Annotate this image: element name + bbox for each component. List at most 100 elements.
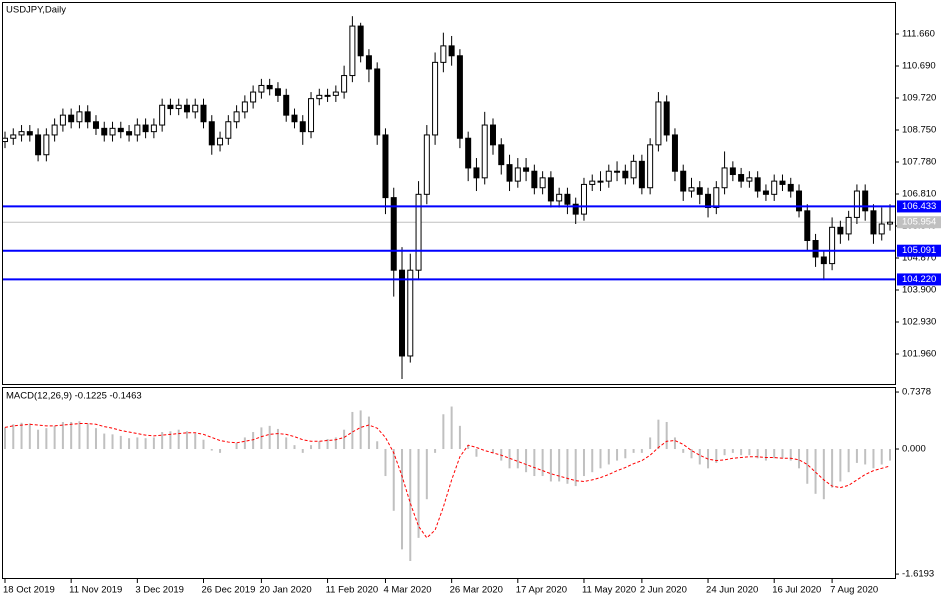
y-tick-label: -1.6193: [902, 569, 934, 580]
x-tick-label: 24 Jun 2020: [706, 585, 758, 596]
candle-body: [845, 216, 852, 235]
y-tick-label: 110.690: [902, 61, 936, 72]
y-tick-label: 109.720: [902, 93, 936, 104]
x-tick-label: 2 Jun 2020: [640, 585, 687, 596]
candle-body: [324, 94, 331, 97]
candle-body: [771, 180, 778, 195]
candle-body: [59, 114, 66, 126]
macd-signal: [4, 423, 891, 539]
candle-body: [274, 88, 281, 96]
candle-body: [208, 121, 215, 146]
candle-body: [299, 121, 306, 133]
x-tick-label: 26 Dec 2019: [202, 585, 256, 596]
candle-body: [680, 170, 687, 192]
candle-body: [523, 167, 530, 172]
candle-body: [51, 124, 58, 136]
candle-body: [829, 226, 836, 265]
candle-body: [35, 134, 42, 156]
candle-body: [473, 167, 480, 179]
candle-body: [382, 134, 389, 199]
candle-body: [142, 124, 149, 133]
current-price-label-bg: [897, 216, 941, 229]
candle-body: [622, 170, 629, 179]
candle-body: [514, 167, 521, 182]
candle-body: [762, 190, 769, 195]
candle-body: [308, 98, 315, 133]
candle-body: [688, 187, 695, 192]
x-tick-label: 18 Oct 2019: [3, 585, 55, 596]
x-tick-label: 20 Jan 2020: [259, 585, 311, 596]
candle-body: [101, 127, 108, 136]
candle-body: [159, 104, 166, 126]
candle-body: [109, 127, 116, 136]
candle-body: [200, 104, 207, 123]
candle-body: [76, 111, 83, 123]
candle-body: [92, 121, 99, 129]
level-label-bg: [897, 200, 941, 213]
candle-body: [647, 144, 654, 189]
candle-body: [167, 104, 174, 110]
candle-body: [291, 114, 298, 123]
x-tick-label: 17 Apr 2020: [516, 585, 567, 596]
candle-body: [258, 84, 265, 93]
candle-body: [796, 190, 803, 212]
candle-body: [696, 187, 703, 195]
candle-body: [150, 124, 157, 133]
candle-body: [820, 256, 827, 265]
x-tick-label: 26 Mar 2020: [450, 585, 503, 596]
x-tick-label: 7 Aug 2020: [830, 585, 878, 596]
y-tick-label: 0.000: [902, 444, 926, 455]
candle-body: [183, 104, 190, 113]
y-tick-label: 104.870: [902, 253, 936, 264]
candle-body: [357, 25, 364, 57]
candle-body: [754, 177, 761, 192]
candle-body: [498, 144, 505, 166]
y-tick-label: 102.930: [902, 317, 936, 328]
level-label: 104.220: [902, 274, 936, 285]
candle-body: [837, 226, 844, 235]
candle-body: [614, 170, 621, 173]
x-tick-label: 11 Feb 2020: [326, 585, 379, 596]
candle-body: [233, 111, 240, 123]
x-tick-label: 3 Dec 2019: [135, 585, 184, 596]
candle-body: [729, 167, 736, 176]
candle-body: [349, 25, 356, 77]
candle-body: [812, 240, 819, 258]
y-tick-label: 101.960: [902, 349, 936, 360]
candle-body: [870, 210, 877, 235]
candle-body: [423, 134, 430, 195]
candle-body: [705, 193, 712, 209]
candle-body: [572, 203, 579, 215]
candle-body: [605, 170, 612, 182]
candle-body: [506, 164, 513, 182]
candle-body: [655, 101, 662, 146]
y-tick-label: 106.810: [902, 189, 936, 200]
candle-body: [68, 114, 75, 123]
candle-body: [18, 131, 25, 136]
candle-body: [399, 269, 406, 357]
candle-body: [117, 127, 124, 133]
candle-body: [192, 104, 199, 113]
indicator-panel: [2, 387, 896, 579]
candle-body: [564, 193, 571, 205]
candle-body: [456, 55, 463, 139]
level-label: 106.433: [902, 201, 936, 212]
candle-body: [804, 210, 811, 242]
candle-body: [671, 134, 678, 172]
candle-body: [663, 101, 670, 136]
candle-body: [374, 68, 381, 136]
current-price-label: 105.954: [902, 217, 936, 228]
x-tick-label: 11 May 2020: [582, 585, 636, 596]
x-tick-label: 16 Jul 2020: [772, 585, 821, 596]
candle-body: [225, 121, 232, 139]
candle-body: [241, 101, 248, 113]
x-tick-label: 11 Nov 2019: [69, 585, 122, 596]
candle-body: [713, 187, 720, 209]
indicator-title: MACD(12,26,9) -0.1225 -0.1463: [6, 391, 142, 402]
candle-body: [887, 221, 893, 225]
y-tick-label: 0.7378: [902, 387, 931, 398]
candle-body: [853, 190, 860, 218]
candle-body: [316, 94, 323, 100]
